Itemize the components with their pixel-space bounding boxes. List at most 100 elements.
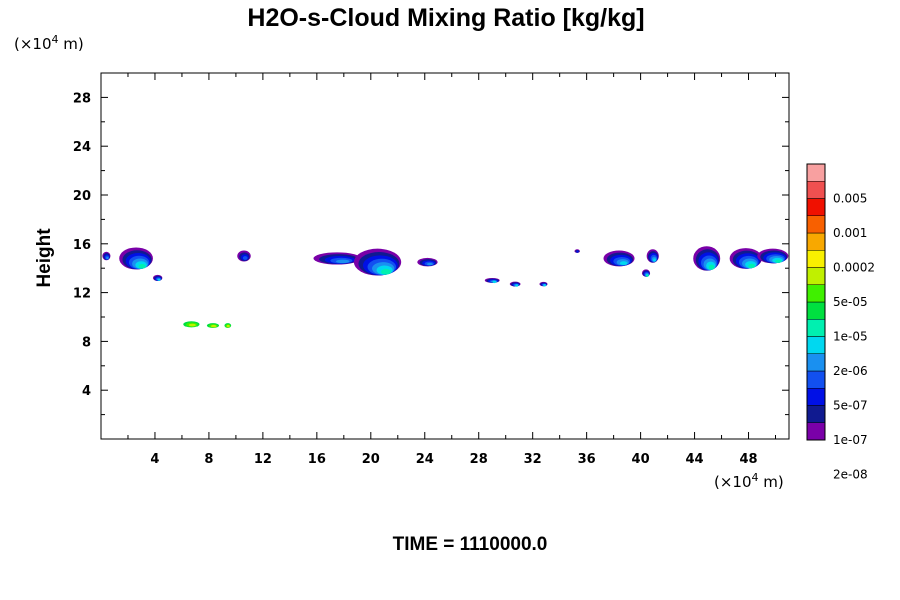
y-tick-label: 28 bbox=[73, 91, 91, 106]
x-unit-exponent: 4 bbox=[752, 471, 759, 484]
y-unit-tail: m) bbox=[59, 35, 84, 53]
x-tick-label: 4 bbox=[150, 452, 159, 467]
cloud-cell bbox=[729, 248, 763, 269]
y-tick-label: 8 bbox=[82, 335, 91, 350]
colorbar-frame bbox=[806, 163, 826, 441]
colorbar-label: 5e-05 bbox=[833, 295, 868, 309]
cloud-cell bbox=[641, 269, 651, 277]
x-tick-label: 32 bbox=[524, 452, 542, 467]
cloud-cell bbox=[119, 247, 153, 270]
cloud-contour bbox=[210, 324, 217, 328]
y-tick-label: 24 bbox=[73, 140, 91, 155]
cloud-contour bbox=[515, 284, 519, 287]
cloud-cell bbox=[183, 321, 200, 328]
colorbar-label: 1e-07 bbox=[833, 433, 868, 447]
colorbar-label: 2e-06 bbox=[833, 364, 868, 378]
cloud-contour bbox=[543, 284, 546, 287]
y-unit-base: (×10 bbox=[14, 35, 52, 53]
cloud-field bbox=[102, 246, 789, 328]
y-tick-label: 16 bbox=[73, 238, 91, 253]
cloud-contour bbox=[138, 264, 146, 269]
plot-frame bbox=[100, 72, 790, 440]
colorbar: 0.005 0.001 0.0002 5e-05 1e-05 2e-06 5e-07 1e-0… bbox=[806, 163, 875, 482]
cloud-contour bbox=[646, 274, 649, 277]
y-axis: 4 8 12 16 20 24 28 bbox=[73, 91, 789, 416]
colorbar-swatch bbox=[806, 181, 826, 199]
x-tick-label: 44 bbox=[686, 452, 704, 467]
cloud-cell bbox=[313, 252, 361, 265]
time-label: TIME = 1110000.0 bbox=[393, 534, 548, 555]
x-unit-label: (×104 m) bbox=[714, 471, 784, 491]
colorbar-swatch bbox=[806, 163, 826, 182]
cloud-contour bbox=[106, 256, 109, 260]
colorbar-swatch bbox=[806, 232, 826, 251]
cloud-contour bbox=[619, 261, 628, 266]
cloud-cell bbox=[417, 257, 438, 267]
y-axis-label: Height bbox=[34, 228, 55, 288]
y-unit-label: (×104 m) bbox=[14, 33, 84, 53]
x-tick-label: 48 bbox=[739, 452, 757, 467]
cloud-cell bbox=[484, 277, 500, 284]
cloud-contour bbox=[335, 259, 350, 264]
cloud-contour bbox=[188, 323, 196, 327]
colorbar-swatch bbox=[806, 284, 826, 303]
x-tick-label: 20 bbox=[362, 452, 380, 467]
cloud-contour bbox=[226, 324, 230, 328]
cloud-contour bbox=[653, 258, 657, 262]
cloud-cell bbox=[693, 246, 721, 271]
cloud-contour bbox=[748, 263, 756, 269]
x-tick-label: 12 bbox=[254, 452, 272, 467]
cloud-contour bbox=[157, 278, 161, 281]
cloud-cell bbox=[102, 251, 111, 261]
colorbar-label: 0.0002 bbox=[833, 261, 875, 275]
x-tick-label: 36 bbox=[578, 452, 596, 467]
y-unit-exponent: 4 bbox=[52, 33, 59, 46]
x-unit-base: (×10 bbox=[714, 473, 752, 491]
cloud-cell bbox=[237, 250, 251, 262]
cloud-contour bbox=[427, 262, 433, 266]
colorbar-label: 2e-08 bbox=[833, 468, 868, 482]
colorbar-swatch bbox=[806, 215, 826, 234]
x-tick-label: 40 bbox=[632, 452, 650, 467]
cloud-contour bbox=[708, 264, 715, 270]
cloud-cell bbox=[353, 248, 402, 276]
x-tick-label: 24 bbox=[416, 452, 434, 467]
x-unit-tail: m) bbox=[759, 473, 784, 491]
x-tick-label: 8 bbox=[204, 452, 213, 467]
cloud-cell bbox=[603, 250, 635, 267]
cloud-contour bbox=[242, 256, 248, 260]
cloud-contour bbox=[576, 250, 579, 253]
cloud-cell bbox=[206, 323, 220, 328]
colorbar-label: 1e-05 bbox=[833, 330, 868, 344]
colorbar-swatch bbox=[806, 405, 826, 423]
colorbar-swatch bbox=[806, 388, 826, 406]
colorbar-swatch bbox=[806, 250, 826, 268]
colorbar-swatch bbox=[806, 267, 826, 285]
cloud-cell bbox=[539, 281, 548, 287]
cloud-cell bbox=[574, 249, 580, 253]
colorbar-label: 0.005 bbox=[833, 192, 867, 206]
y-tick-label: 20 bbox=[73, 189, 91, 204]
cloud-contour bbox=[492, 280, 497, 284]
cloud-contour bbox=[381, 268, 392, 275]
chart-title: H2O-s-Cloud Mixing Ratio [kg/kg] bbox=[247, 4, 644, 32]
colorbar-swatch bbox=[806, 370, 826, 389]
y-tick-label: 4 bbox=[82, 384, 91, 399]
cloud-cell bbox=[509, 281, 521, 287]
cloud-cell bbox=[224, 323, 232, 328]
colorbar-label: 5e-07 bbox=[833, 399, 868, 413]
cloud-contour bbox=[775, 259, 782, 263]
colorbar-swatch bbox=[806, 353, 826, 372]
x-tick-label: 16 bbox=[308, 452, 326, 467]
colorbar-swatch bbox=[806, 198, 826, 216]
x-axis: 4 8 12 16 20 24 28 32 36 40 44 48 bbox=[127, 73, 777, 467]
cloud-cell bbox=[757, 248, 789, 264]
colorbar-swatch bbox=[806, 422, 826, 441]
colorbar-swatch bbox=[806, 319, 826, 337]
cloud-cell bbox=[646, 249, 659, 263]
colorbar-swatch bbox=[806, 301, 826, 320]
colorbar-label: 0.001 bbox=[833, 226, 867, 240]
x-tick-label: 28 bbox=[470, 452, 488, 467]
cloud-cell bbox=[152, 274, 163, 282]
